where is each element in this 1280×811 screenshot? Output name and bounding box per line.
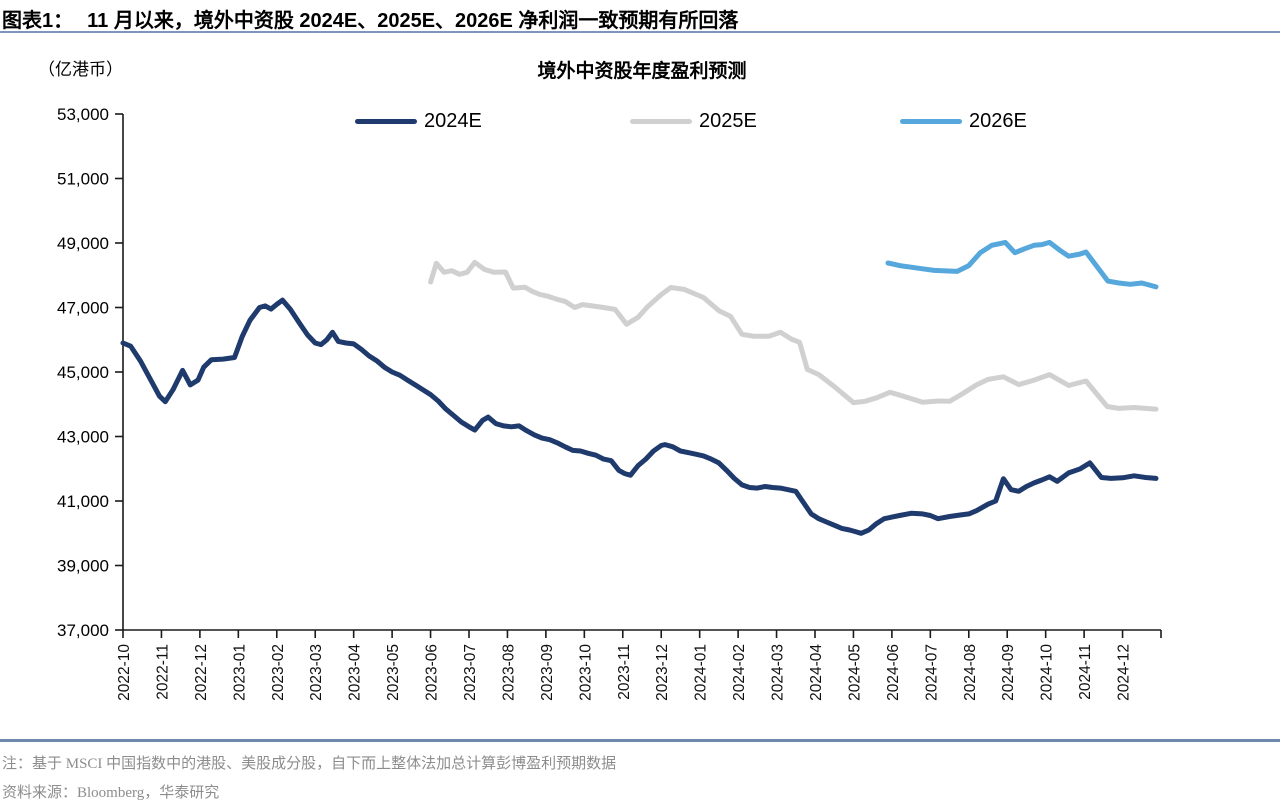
legend-item-2026e: 2026E	[900, 108, 1027, 134]
y-tick-label: 41,000	[57, 492, 109, 511]
series-line-2025e	[428, 259, 1159, 412]
x-tick-label: 2023-10	[577, 644, 594, 701]
axis-frame	[122, 114, 1161, 631]
series-line-2026e	[885, 239, 1159, 290]
y-tick-label: 53,000	[57, 105, 109, 124]
legend-label: 2025E	[699, 109, 757, 132]
chart-note: 注：基于 MSCI 中国指数中的港股、美股成分股，自下而上整体法加总计算彭博盈利…	[2, 756, 617, 772]
y-tick-label: 51,000	[57, 170, 109, 189]
chart-source: 资料来源：Bloomberg，华泰研究	[2, 785, 220, 801]
title-divider	[0, 31, 1280, 33]
x-tick-label: 2023-07	[462, 644, 479, 701]
y-tick-label: 37,000	[57, 621, 109, 640]
x-tick-label: 2022-11	[154, 644, 171, 700]
x-tick-label: 2023-09	[539, 644, 556, 701]
x-tick-label: 2022-10	[116, 644, 133, 701]
y-tick-label: 43,000	[57, 428, 109, 447]
x-tick-label: 2024-09	[1000, 644, 1017, 701]
legend-line-swatch	[900, 118, 962, 124]
bottom-divider	[0, 739, 1280, 742]
series-line-2024e	[120, 297, 1159, 536]
x-tick-label: 2023-06	[424, 644, 441, 701]
x-tick-label: 2023-05	[385, 644, 402, 701]
x-tick-label: 2024-12	[1116, 644, 1133, 701]
x-tick-label: 2024-11	[1077, 644, 1094, 700]
x-tick-label: 2023-04	[347, 644, 364, 701]
x-tick-label: 2023-12	[654, 644, 671, 701]
x-tick-label: 2024-04	[808, 644, 825, 701]
x-tick-label: 2024-01	[693, 644, 710, 701]
figure-title: 图表1： 11 月以来，境外中资股 2024E、2025E、2026E 净利润一致…	[2, 4, 1278, 33]
x-tick-label: 2024-10	[1039, 644, 1056, 701]
x-tick-label: 2023-08	[500, 644, 517, 701]
chart-legend: 2024E 2025E 2026E	[0, 108, 1280, 134]
x-tick-label: 2022-12	[193, 644, 210, 701]
x-tick-label: 2024-03	[770, 644, 787, 701]
y-axis-unit-label: （亿港币）	[38, 60, 123, 79]
legend-label: 2026E	[969, 109, 1027, 132]
x-tick-label: 2024-06	[885, 644, 902, 701]
x-tick-label: 2023-11	[616, 644, 633, 700]
legend-line-swatch	[630, 118, 692, 124]
legend-label: 2024E	[424, 109, 482, 132]
legend-item-2024e: 2024E	[355, 108, 482, 134]
x-tick-label: 2023-03	[308, 644, 325, 701]
x-tick-label: 2023-02	[270, 644, 287, 701]
x-tick-label: 2024-05	[846, 644, 863, 701]
legend-line-swatch	[355, 118, 417, 124]
x-tick-label: 2023-01	[231, 644, 248, 701]
x-tick-label: 2024-02	[731, 644, 748, 701]
x-tick-label: 2024-08	[962, 644, 979, 701]
figure-title-text: 11 月以来，境外中资股 2024E、2025E、2026E 净利润一致预期有所…	[87, 10, 739, 32]
figure-label: 图表1：	[2, 10, 74, 32]
x-tick-label: 2024-07	[923, 644, 940, 701]
y-tick-label: 39,000	[57, 557, 109, 576]
y-tick-label: 49,000	[57, 234, 109, 253]
chart-title: 境外中资股年度盈利预测	[537, 61, 747, 82]
legend-item-2025e: 2025E	[630, 108, 757, 134]
y-tick-label: 47,000	[57, 299, 109, 318]
y-tick-label: 45,000	[57, 363, 109, 382]
